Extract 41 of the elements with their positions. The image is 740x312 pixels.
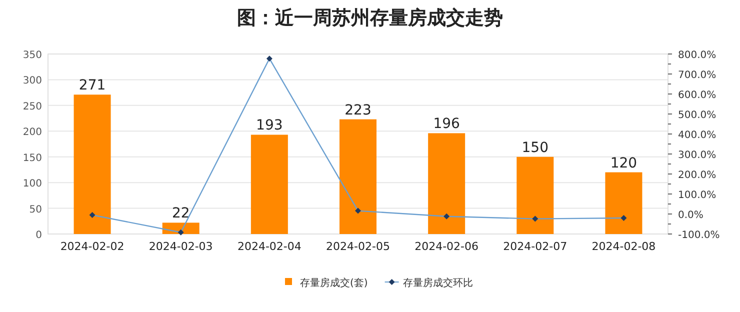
y2-tick-label: 700.0% xyxy=(678,70,716,81)
y2-tick-label: 600.0% xyxy=(678,90,716,101)
data-label: 22 xyxy=(172,206,190,222)
x-tick-label: 2024-02-02 xyxy=(60,240,124,253)
x-tick-label: 2024-02-08 xyxy=(592,240,656,253)
bar xyxy=(428,133,466,234)
chart-title: 图：近一周苏州存量房成交走势 xyxy=(237,7,503,29)
data-label: 120 xyxy=(610,155,638,172)
bar xyxy=(340,119,376,234)
bar xyxy=(516,156,554,234)
y-tick-label: 300 xyxy=(22,76,42,87)
y2-tick-label: 100.0% xyxy=(678,190,716,201)
data-label: 196 xyxy=(433,116,460,132)
y-tick-label: 350 xyxy=(22,50,42,61)
y-tick-label: 100 xyxy=(22,178,42,190)
x-tick-label: 2024-02-03 xyxy=(148,240,213,253)
legend-label: 存量房成交(套) xyxy=(300,277,368,289)
y-tick-label: 50 xyxy=(29,204,42,216)
y-tick-label: 200 xyxy=(22,127,42,138)
x-tick-label: 2024-02-07 xyxy=(503,240,568,253)
y2-tick-label: 300.0% xyxy=(678,150,716,161)
x-tick-label: 2024-02-05 xyxy=(326,240,390,253)
legend-label: 存量房成交环比 xyxy=(402,277,473,289)
x-tick-label: 2024-02-04 xyxy=(237,240,302,253)
data-label: 193 xyxy=(256,118,283,134)
bar xyxy=(250,134,288,234)
y2-tick-label: 200.0% xyxy=(678,170,716,181)
y-tick-label: 250 xyxy=(22,101,42,112)
y-tick-label: 150 xyxy=(22,152,42,164)
y2-tick-label: 800.0% xyxy=(678,50,716,61)
data-label: 150 xyxy=(522,140,549,156)
data-label: 223 xyxy=(344,102,372,118)
x-tick-label: 2024-02-06 xyxy=(414,240,479,253)
bar xyxy=(74,94,111,234)
y2-tick-label: 0.0% xyxy=(678,210,704,221)
y-tick-label: 0 xyxy=(36,230,42,241)
y2-tick-label: -100.0% xyxy=(678,230,720,241)
bar xyxy=(605,172,642,234)
y2-tick-label: 400.0% xyxy=(678,130,716,141)
data-label: 271 xyxy=(78,78,106,94)
y2-tick-label: 500.0% xyxy=(678,110,716,121)
